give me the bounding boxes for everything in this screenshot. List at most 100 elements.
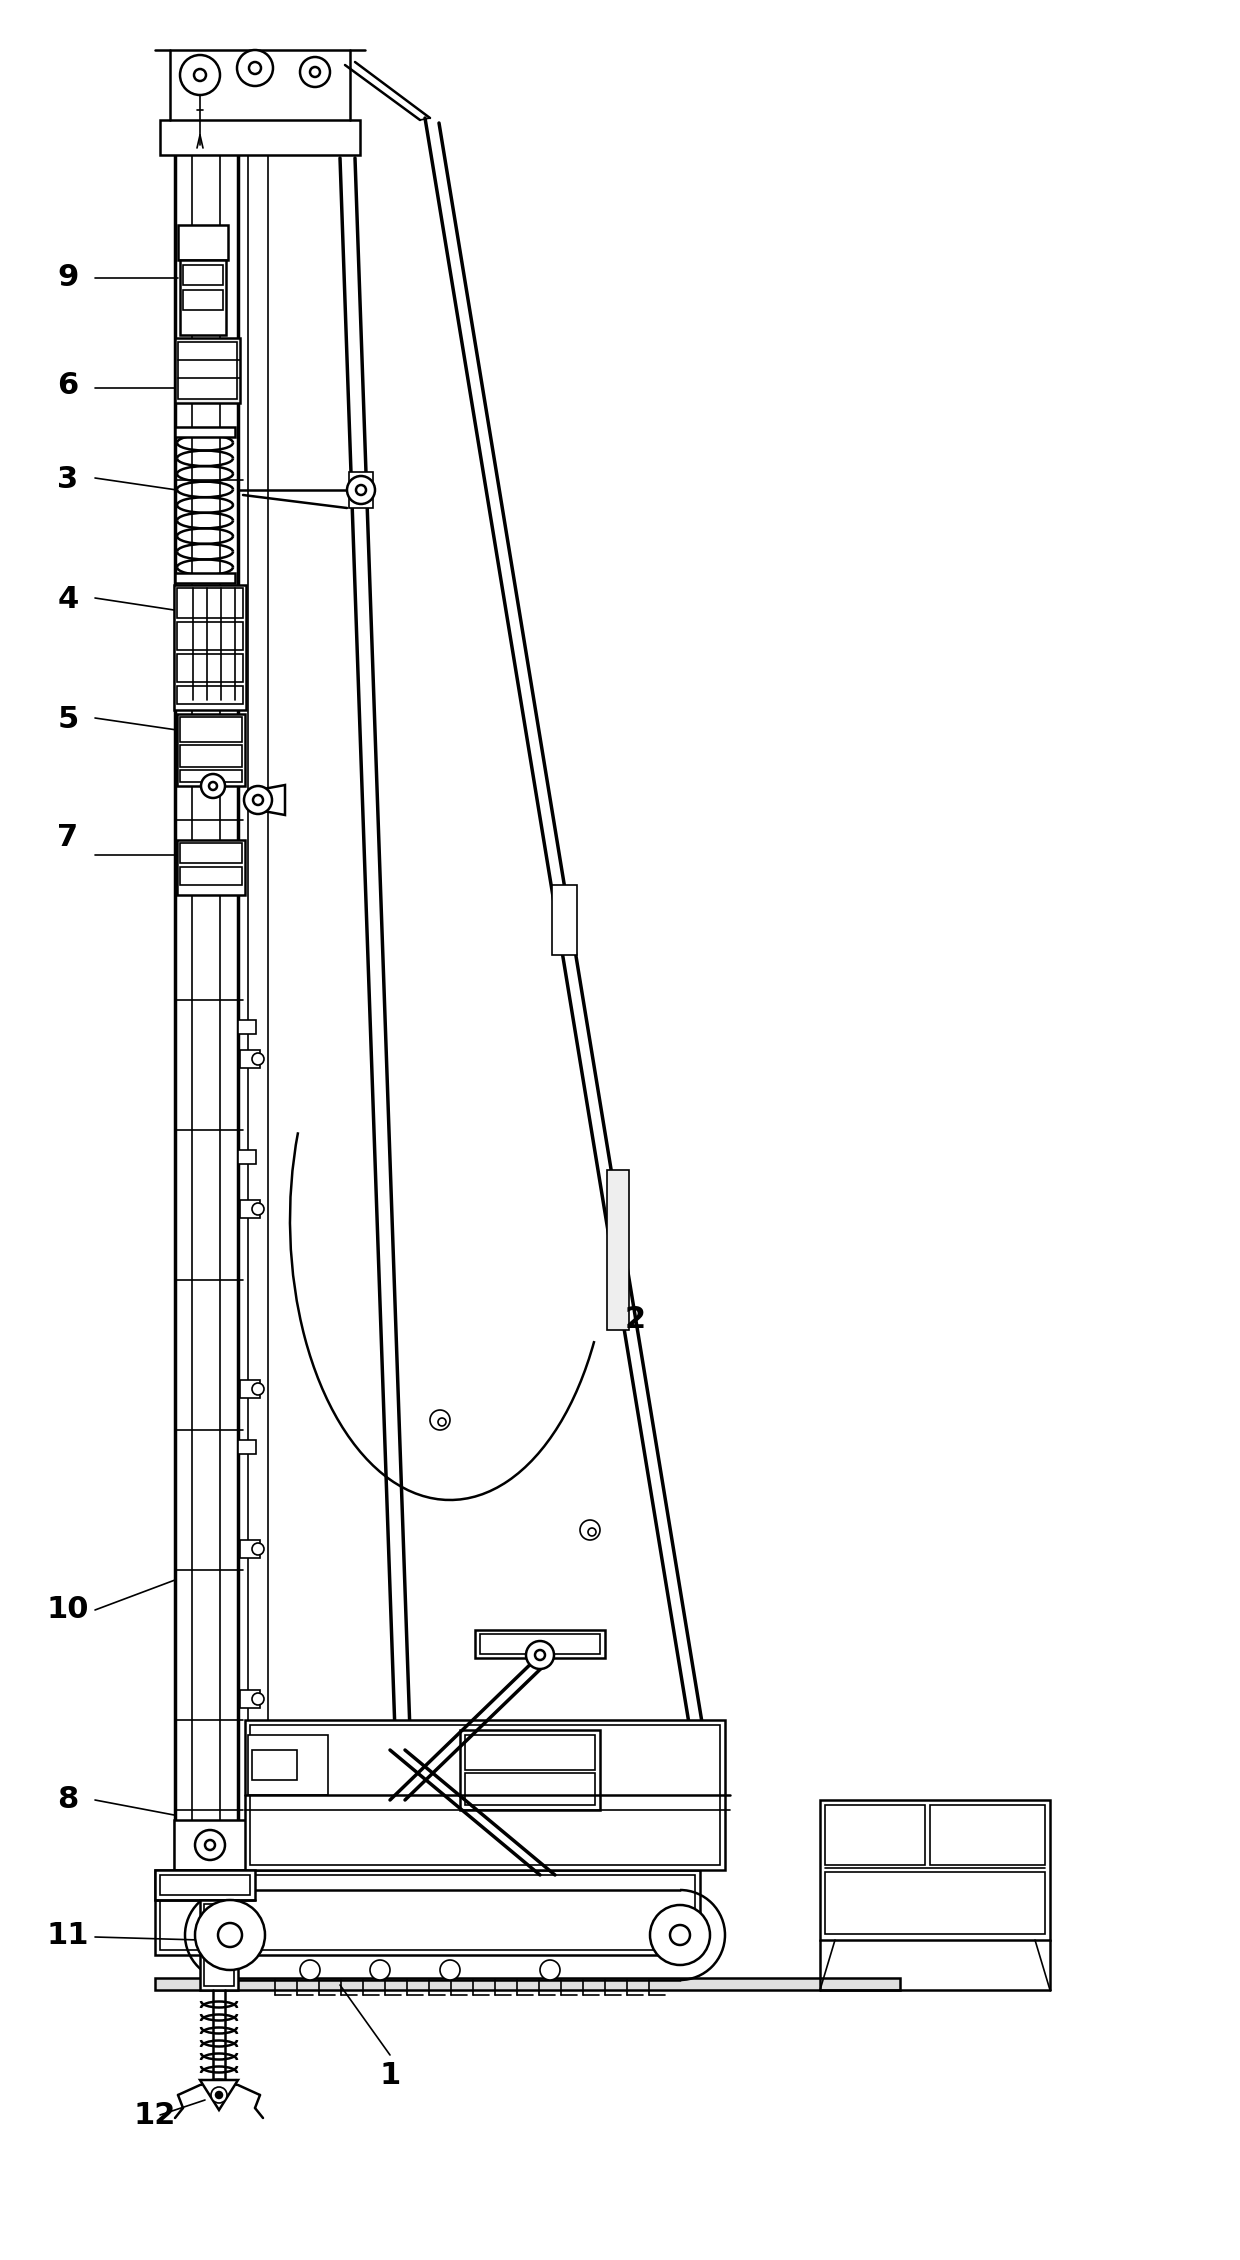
Circle shape (218, 1923, 242, 1948)
Text: 7: 7 (57, 823, 78, 852)
Circle shape (180, 54, 219, 95)
Circle shape (237, 50, 273, 86)
Text: 6: 6 (57, 371, 78, 400)
Bar (155, 1869, 701, 1955)
Polygon shape (552, 886, 577, 956)
Bar (238, 1440, 255, 1453)
Circle shape (300, 56, 330, 86)
Bar (180, 716, 242, 741)
Bar (200, 1901, 238, 1991)
Bar (160, 120, 360, 156)
Circle shape (356, 486, 366, 495)
Bar (465, 1774, 595, 1806)
Text: 11: 11 (47, 1921, 89, 1950)
Bar (246, 1720, 725, 1869)
Bar (241, 1051, 260, 1069)
Circle shape (300, 1959, 320, 1980)
Bar (465, 1736, 595, 1770)
Bar (460, 1729, 600, 1810)
Circle shape (252, 1202, 264, 1216)
Bar (179, 341, 237, 400)
Bar (177, 653, 243, 683)
Bar (177, 714, 246, 786)
Circle shape (539, 1959, 560, 1980)
Bar (248, 1736, 329, 1794)
Circle shape (526, 1641, 554, 1668)
Circle shape (193, 70, 206, 81)
Bar (480, 1634, 600, 1654)
Circle shape (195, 1901, 265, 1971)
Circle shape (347, 477, 374, 504)
Text: 2: 2 (625, 1306, 646, 1333)
Text: 12: 12 (134, 2100, 176, 2129)
Bar (175, 339, 241, 402)
Bar (180, 771, 242, 782)
Bar (241, 1690, 260, 1709)
Bar (177, 588, 243, 617)
Circle shape (244, 786, 272, 814)
Circle shape (650, 1905, 711, 1964)
Bar (184, 264, 223, 285)
Polygon shape (258, 784, 285, 816)
Text: 9: 9 (57, 264, 78, 292)
Circle shape (580, 1521, 600, 1539)
Bar (205, 1903, 234, 1987)
Circle shape (252, 1544, 264, 1555)
Bar (238, 1019, 255, 1035)
Bar (241, 1381, 260, 1399)
Circle shape (249, 61, 260, 75)
Circle shape (210, 782, 217, 791)
Bar (238, 1150, 255, 1164)
Circle shape (588, 1528, 596, 1537)
Bar (155, 1869, 255, 1901)
Bar (180, 868, 242, 886)
Polygon shape (200, 2079, 238, 2111)
Circle shape (216, 2093, 222, 2097)
Circle shape (205, 1840, 215, 1851)
Bar (175, 427, 236, 436)
Circle shape (534, 1650, 546, 1661)
Bar (174, 585, 246, 710)
Circle shape (201, 773, 224, 798)
Bar (177, 687, 243, 705)
Circle shape (252, 1383, 264, 1394)
Text: 10: 10 (47, 1596, 89, 1625)
Circle shape (310, 68, 320, 77)
Bar (825, 1806, 925, 1864)
Bar (241, 1539, 260, 1557)
Circle shape (440, 1959, 460, 1980)
Bar (252, 1749, 298, 1781)
Text: 3: 3 (57, 466, 78, 495)
Circle shape (670, 1926, 689, 1946)
Circle shape (370, 1959, 391, 1980)
Bar (250, 1724, 720, 1864)
Polygon shape (608, 1171, 629, 1329)
Circle shape (195, 1831, 224, 1860)
Bar (348, 472, 373, 508)
Bar (160, 1876, 694, 1950)
Bar (820, 1799, 1050, 1939)
Bar (179, 226, 228, 260)
Circle shape (252, 1053, 264, 1064)
Text: 5: 5 (57, 705, 78, 734)
Bar (174, 1819, 246, 1869)
Bar (155, 1978, 900, 1991)
Circle shape (252, 1693, 264, 1704)
Bar (180, 843, 242, 863)
Circle shape (253, 796, 263, 805)
Bar (241, 1200, 260, 1218)
Bar (180, 746, 242, 766)
Bar (475, 1629, 605, 1659)
Bar (184, 289, 223, 310)
Bar (175, 574, 236, 583)
Circle shape (211, 2086, 227, 2104)
Bar (930, 1806, 1045, 1864)
Bar (180, 260, 226, 334)
Text: 4: 4 (57, 585, 78, 615)
Bar (177, 622, 243, 651)
Circle shape (430, 1410, 450, 1431)
Bar (160, 1876, 250, 1894)
Bar (177, 841, 246, 895)
Text: 8: 8 (57, 1785, 78, 1815)
Bar (825, 1871, 1045, 1935)
